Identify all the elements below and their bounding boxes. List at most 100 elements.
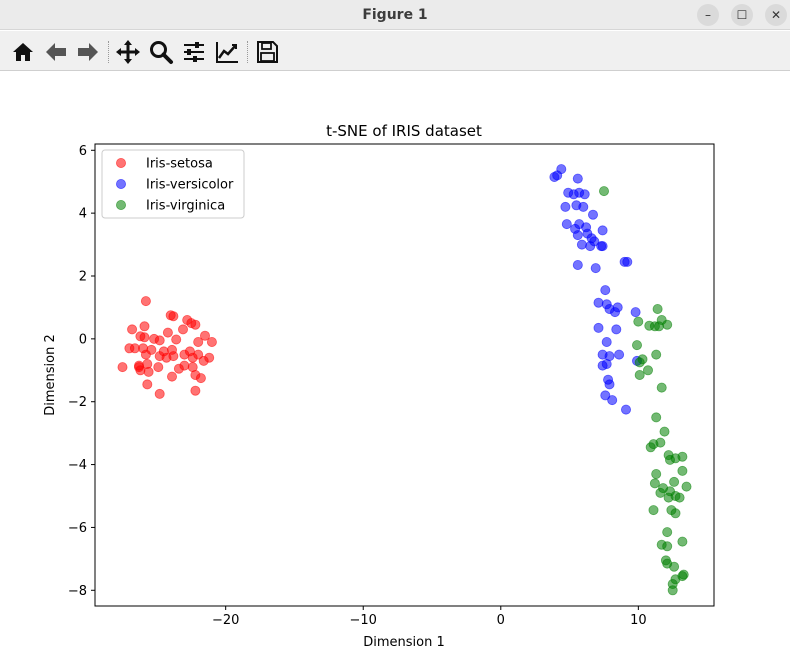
data-point-2 xyxy=(645,442,656,453)
x-tick-label: −20 xyxy=(212,613,239,628)
legend-label: Iris-virginica xyxy=(146,199,225,214)
save-button[interactable] xyxy=(254,39,280,65)
data-point-1 xyxy=(590,263,601,274)
data-point-1 xyxy=(597,241,608,252)
maximize-button[interactable]: ☐ xyxy=(731,4,753,26)
data-point-1 xyxy=(601,336,612,347)
scatter-chart: t-SNE of IRIS dataset −20 −10 0 106420−2−4−… xyxy=(43,122,715,650)
subplots-icon xyxy=(184,42,204,62)
points-layer xyxy=(117,164,692,596)
subplots-button[interactable] xyxy=(181,39,207,65)
data-point-0 xyxy=(193,336,204,347)
data-point-0 xyxy=(158,346,169,357)
legend-label: Iris-versicolor xyxy=(146,178,234,193)
back-arrow-icon xyxy=(46,43,66,61)
data-point-0 xyxy=(139,321,150,332)
data-point-2 xyxy=(633,316,644,327)
data-point-2 xyxy=(649,478,660,489)
data-point-0 xyxy=(124,343,135,354)
data-point-2 xyxy=(662,319,673,330)
data-point-1 xyxy=(588,209,599,220)
x-axis-label: Dimension 1 xyxy=(363,635,445,650)
data-point-0 xyxy=(198,355,209,366)
data-point-2 xyxy=(669,561,680,572)
data-point-2 xyxy=(662,527,673,538)
chart-title: t-SNE of IRIS dataset xyxy=(326,122,482,140)
zoom-icon xyxy=(150,41,173,64)
data-point-1 xyxy=(593,297,604,308)
edit-axis-icon xyxy=(216,42,238,63)
window-title: Figure 1 xyxy=(362,7,428,23)
data-point-2 xyxy=(674,492,685,503)
data-point-2 xyxy=(651,349,662,360)
data-point-0 xyxy=(190,385,201,396)
data-point-1 xyxy=(600,390,611,401)
window-titlebar: Figure 1 – ☐ ✕ xyxy=(0,0,790,30)
data-point-2 xyxy=(599,186,610,197)
zoom-button[interactable] xyxy=(148,39,174,65)
data-point-1 xyxy=(561,219,572,230)
data-point-1 xyxy=(614,349,625,360)
data-point-0 xyxy=(195,373,206,384)
forward-button[interactable] xyxy=(75,39,101,65)
data-point-2 xyxy=(643,365,654,376)
home-button[interactable] xyxy=(10,39,36,65)
toolbar-separator xyxy=(108,41,109,63)
legend-marker xyxy=(116,158,127,169)
data-point-1 xyxy=(601,358,612,369)
data-point-1 xyxy=(560,201,571,212)
legend-marker xyxy=(116,179,127,190)
close-icon: ✕ xyxy=(770,8,782,22)
pan-button[interactable] xyxy=(115,39,141,65)
data-point-0 xyxy=(140,296,151,307)
data-point-2 xyxy=(677,536,688,547)
data-point-2 xyxy=(651,412,662,423)
legend-frame xyxy=(101,149,245,219)
data-point-2 xyxy=(655,487,666,498)
data-point-2 xyxy=(681,481,692,492)
data-point-2 xyxy=(652,303,663,314)
data-point-2 xyxy=(677,465,688,476)
data-point-1 xyxy=(572,259,583,270)
legend-label: Iris-setosa xyxy=(146,157,213,172)
data-point-0 xyxy=(142,379,153,390)
data-point-2 xyxy=(651,468,662,479)
maximize-icon: ☐ xyxy=(736,8,748,22)
data-point-2 xyxy=(656,382,667,393)
close-button[interactable]: ✕ xyxy=(765,4,787,26)
data-point-2 xyxy=(634,369,645,380)
data-point-0 xyxy=(140,349,151,360)
ticks-layer: −20 −10 0 10 6 4 2 0 −2 −4 −6 −8 xyxy=(68,144,647,628)
data-point-2 xyxy=(648,505,659,516)
data-point-1 xyxy=(579,189,590,200)
save-icon xyxy=(257,41,278,63)
data-point-1 xyxy=(593,322,604,333)
data-point-2 xyxy=(644,320,655,331)
data-point-0 xyxy=(127,324,138,335)
data-point-2 xyxy=(670,508,681,519)
data-point-0 xyxy=(171,334,182,345)
data-point-0 xyxy=(187,352,198,363)
y-tick-label: 2 xyxy=(79,270,87,285)
back-button[interactable] xyxy=(43,39,69,65)
data-point-1 xyxy=(549,172,560,183)
minimize-button[interactable]: – xyxy=(697,4,719,26)
data-point-0 xyxy=(154,388,165,399)
data-point-2 xyxy=(670,453,681,464)
data-point-1 xyxy=(578,201,589,212)
data-point-0 xyxy=(139,332,150,343)
data-point-1 xyxy=(585,241,596,252)
data-point-0 xyxy=(179,360,190,371)
data-point-1 xyxy=(607,395,618,406)
x-tick-label: 0 xyxy=(497,613,505,628)
data-point-1 xyxy=(630,307,641,318)
x-tick-label: 10 xyxy=(630,613,647,628)
plot-frame xyxy=(94,143,715,607)
edit-axis-button[interactable] xyxy=(214,39,240,65)
data-point-2 xyxy=(632,340,643,351)
data-point-1 xyxy=(622,256,633,267)
legend-marker xyxy=(116,199,127,210)
data-point-0 xyxy=(166,371,177,382)
home-icon xyxy=(13,43,33,61)
data-point-0 xyxy=(179,349,190,360)
